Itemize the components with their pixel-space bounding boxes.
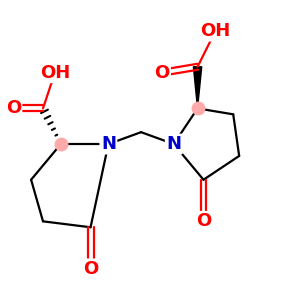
Polygon shape [194, 67, 202, 108]
Text: N: N [166, 135, 181, 153]
Text: OH: OH [200, 22, 230, 40]
Text: O: O [154, 64, 170, 82]
Text: N: N [101, 135, 116, 153]
Text: O: O [196, 212, 211, 230]
Text: O: O [6, 99, 21, 117]
Text: OH: OH [40, 64, 70, 82]
Text: O: O [83, 260, 98, 278]
